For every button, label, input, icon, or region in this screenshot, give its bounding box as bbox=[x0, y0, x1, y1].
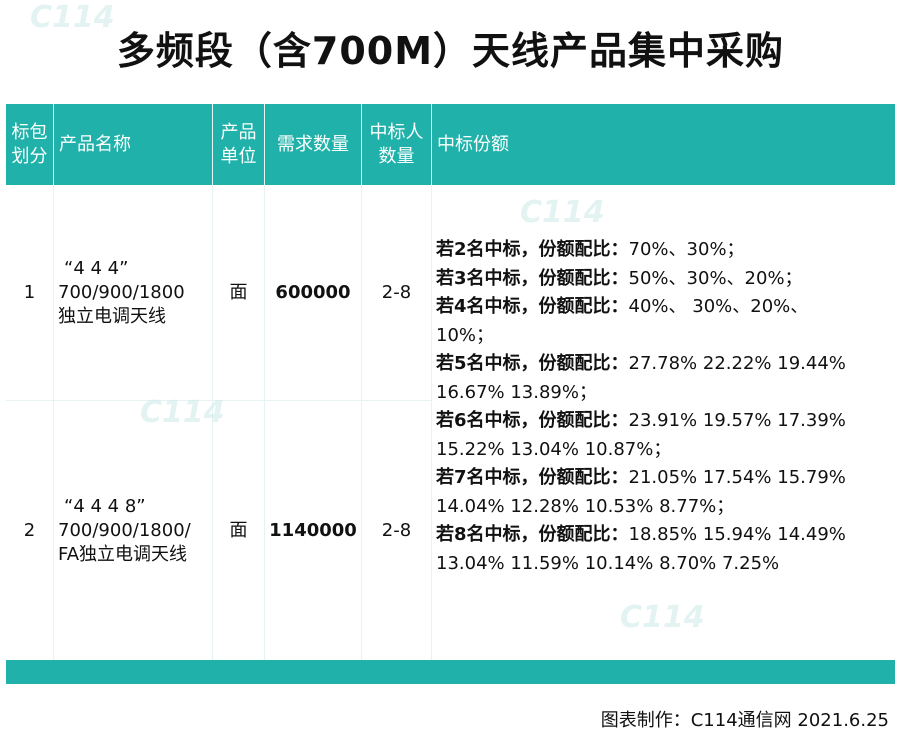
share-line-7: 若7名中标，份额配比：21.05% 17.54% 15.79% bbox=[436, 467, 846, 488]
share-line-5: 若5名中标，份额配比：27.78% 22.22% 19.44% bbox=[436, 353, 846, 374]
share-allocation-cell: 若2名中标，份额配比：70%、30%； 若3名中标，份额配比：50%、30%、2… bbox=[436, 236, 886, 578]
share-line-5-cont: 16.67% 13.89%； bbox=[436, 381, 597, 403]
table-row-1-product-name: “4 4 4” 700/900/1800 独立电调天线 bbox=[58, 257, 185, 327]
header-unit: 产品单位 bbox=[220, 121, 257, 167]
share-line-6: 若6名中标，份额配比：23.91% 19.57% 17.39% bbox=[436, 410, 846, 431]
column-divider bbox=[53, 104, 54, 660]
column-divider bbox=[431, 104, 432, 660]
column-divider bbox=[361, 104, 362, 660]
watermark-logo: C114 bbox=[620, 600, 705, 635]
watermark-logo: C114 bbox=[140, 395, 225, 430]
share-line-3: 若3名中标，份额配比：50%、30%、20%； bbox=[436, 267, 803, 289]
header-winners: 中标人数量 bbox=[369, 121, 424, 167]
table-row-2-quantity: 1140000 bbox=[269, 519, 357, 541]
table-header-band bbox=[6, 104, 895, 185]
table-row-1-package: 1 bbox=[23, 281, 36, 303]
column-divider bbox=[212, 104, 213, 660]
share-line-6-cont: 15.22% 13.04% 10.87%； bbox=[436, 438, 672, 460]
share-line-8-cont: 13.04% 11.59% 10.14% 8.70% 7.25% bbox=[436, 552, 780, 574]
watermark-logo: C114 bbox=[30, 0, 115, 35]
table-footer-band bbox=[6, 660, 895, 684]
watermark-logo: C114 bbox=[520, 195, 605, 230]
share-line-4-cont: 10%； bbox=[436, 324, 495, 346]
header-quantity: 需求数量 bbox=[277, 133, 349, 155]
header-product-name: 产品名称 bbox=[59, 133, 131, 155]
header-share: 中标份额 bbox=[437, 133, 509, 155]
table-row-2-unit: 面 bbox=[229, 519, 248, 541]
table-row-1-winners: 2-8 bbox=[381, 281, 412, 303]
share-line-4: 若4名中标，份额配比：40%、 30%、20%、 bbox=[436, 296, 809, 317]
table-row-1-unit: 面 bbox=[229, 281, 248, 303]
share-line-8: 若8名中标，份额配比：18.85% 15.94% 14.49% bbox=[436, 524, 846, 545]
source-credit: 图表制作：C114通信网 2021.6.25 bbox=[600, 710, 889, 731]
page-title: 多频段（含700M）天线产品集中采购 bbox=[116, 29, 785, 73]
table-row-2-product-name: “4 4 4 8” 700/900/1800/ FA独立电调天线 bbox=[58, 495, 191, 565]
header-package: 标包划分 bbox=[11, 121, 48, 167]
share-line-7-cont: 14.04% 12.28% 10.53% 8.77%； bbox=[436, 495, 735, 517]
column-divider bbox=[264, 104, 265, 660]
row-separator bbox=[6, 400, 431, 401]
table-row-2-package: 2 bbox=[23, 519, 36, 541]
table-row-1-quantity: 600000 bbox=[275, 281, 351, 303]
share-line-2: 若2名中标，份额配比：70%、30%； bbox=[436, 239, 745, 260]
table-row-2-winners: 2-8 bbox=[381, 519, 412, 541]
